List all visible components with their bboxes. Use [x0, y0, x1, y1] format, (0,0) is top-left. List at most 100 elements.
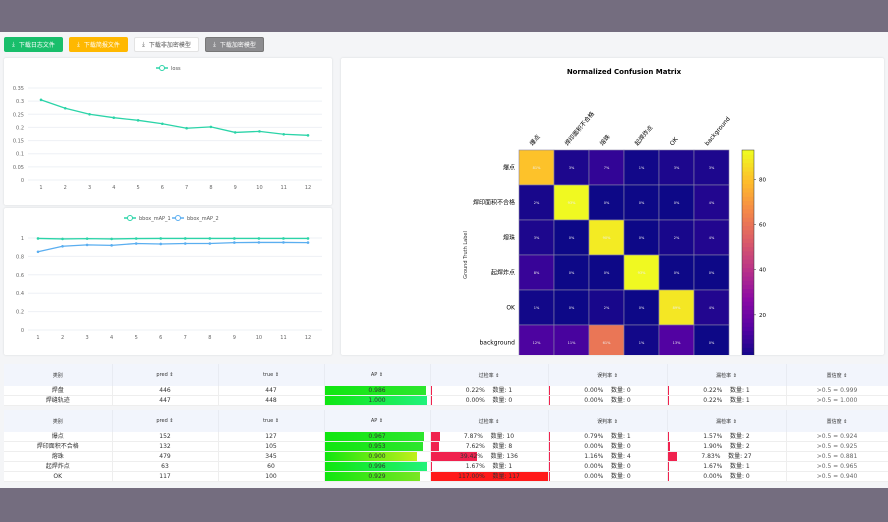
cell-value: 1% [639, 341, 645, 345]
data-point [183, 242, 187, 245]
download-icon: ⤓ [213, 40, 216, 48]
x-tick-label: 2 [61, 335, 64, 341]
column-header[interactable]: 过检率 ⇕ [430, 364, 549, 386]
table-row: 焊印面积不合格 132 105 0.953 7.62% 数量: 8 0.00% 数量: 0… [4, 441, 888, 453]
column-header[interactable]: AP ⇕ [324, 364, 431, 386]
y-tick-label: 0.6 [16, 273, 24, 279]
colorbar-segment [742, 288, 754, 294]
row-label: 熔珠 [503, 234, 515, 242]
sort-icon[interactable]: ⇕ [495, 372, 500, 379]
column-header[interactable]: true ⇕ [218, 410, 325, 432]
sort-icon[interactable]: ⇕ [169, 372, 174, 378]
data-point [209, 125, 213, 129]
column-header[interactable]: 置信度 ⇕ [786, 410, 888, 432]
series-line-loss [40, 99, 309, 136]
sort-icon[interactable]: ⇕ [495, 418, 500, 425]
sort-icon[interactable]: ⇕ [732, 418, 737, 425]
row-label: background [480, 340, 516, 347]
column-header[interactable]: pred ⇕ [112, 364, 219, 386]
sort-icon[interactable]: ⇕ [169, 418, 174, 424]
cell-value: 3% [674, 166, 680, 170]
column-header[interactable]: AP ⇕ [324, 410, 431, 432]
y-tick-label: 0.25 [13, 112, 24, 118]
column-header[interactable]: 漏检率 ⇕ [667, 364, 787, 386]
cell-value: 13% [673, 341, 681, 345]
misjudge-rate-cell: 0.79% 数量: 1 [548, 432, 668, 443]
column-header[interactable]: 置信度 ⇕ [786, 364, 888, 386]
download-unencrypted-model-button[interactable]: ⤓ 下载非加密模型 [134, 37, 199, 52]
sort-icon[interactable]: ⇕ [274, 372, 280, 378]
sort-icon[interactable]: ⇕ [613, 372, 618, 379]
download-report-button[interactable]: ⤓ 下载简报文件 [69, 37, 128, 52]
data-point [161, 122, 164, 126]
data-point [110, 244, 113, 247]
over-rate-cell: 7.62% 数量: 8 [430, 441, 549, 453]
colorbar-segment [742, 263, 754, 269]
x-tick-label: 1 [36, 335, 39, 341]
colorbar-segment [742, 192, 754, 197]
legend-label: loss [171, 66, 181, 72]
colorbar-segment [742, 213, 754, 218]
column-header[interactable]: 误判率 ⇕ [548, 364, 668, 386]
column-header[interactable]: true ⇕ [218, 364, 325, 386]
sort-icon[interactable]: ⇕ [843, 372, 848, 379]
column-header[interactable]: 误判率 ⇕ [548, 410, 668, 432]
matrix-cell [623, 219, 660, 256]
confusion-matrix-panel: Normalized Confusion Matrix 81% 3% 7% 1% 3% 3%… [341, 58, 884, 372]
column-header[interactable]: 类别 [4, 410, 113, 432]
sort-icon[interactable]: ⇕ [613, 418, 618, 425]
column-header[interactable]: 漏检率 ⇕ [667, 410, 787, 432]
sort-icon[interactable]: ⇕ [274, 418, 280, 424]
misjudge-rate-cell: 1.16% 数量: 4 [548, 451, 668, 463]
y-tick-label: 0.8 [16, 254, 24, 260]
row-label: 焊印面积不合格 [473, 199, 515, 207]
colorbar-segment [742, 330, 754, 336]
download-encrypted-model-button[interactable]: ⤓ 下载加密模型 [205, 37, 264, 52]
sort-icon[interactable]: ⇕ [732, 372, 737, 379]
matrix-cell [588, 219, 625, 256]
matrix-cell [518, 184, 555, 221]
matrix-cell [553, 324, 590, 361]
data-point [306, 134, 310, 137]
sort-icon[interactable]: ⇕ [843, 418, 848, 425]
misjudge-rate-cell: 0.00% 数量: 0 [548, 395, 668, 407]
colorbar-segment [742, 322, 754, 327]
loss-chart-panel: 0 0.05 0.1 0.15 0.2 0.25 0.3 0.35 1 2 3 4 5 6 7 8 9 10 11 1… [4, 58, 332, 205]
column-header[interactable]: pred ⇕ [112, 410, 219, 432]
data-point [61, 237, 64, 241]
y-axis-label: Ground Truth Label [463, 231, 469, 279]
cell-value: 0% [639, 236, 645, 240]
column-header[interactable]: 过检率 ⇕ [430, 410, 549, 432]
sort-icon[interactable]: ⇕ [378, 372, 384, 378]
column-label: 熔珠 [598, 133, 612, 147]
confusion-matrix: Normalized Confusion Matrix 81% 3% 7% 1% 3% 3%… [463, 68, 766, 372]
miss-rate-cell: 0.22% 数量: 1 [667, 395, 787, 407]
colorbar-segment [742, 196, 754, 201]
miss-rate-cell: 0.00% 数量: 0 [667, 471, 787, 483]
x-tick-label: 10 [256, 185, 262, 191]
y-tick-label: 0 [21, 328, 24, 334]
table-row: 焊缝轨迹 447 448 1.000 0.00% 数量: 0 0.00% 数量: 0 0.2… [4, 395, 888, 407]
data-point [63, 106, 67, 110]
colorbar-segment [742, 204, 754, 210]
sort-icon[interactable]: ⇕ [378, 418, 384, 424]
download-log-button[interactable]: ⤓ 下载日志文件 [4, 37, 63, 52]
cell-value: 61% [603, 341, 611, 345]
cell-value: 90% [603, 236, 611, 240]
legend-marker [127, 215, 133, 221]
over-rate-cell: 1.67% 数量: 1 [430, 461, 549, 473]
table-header: 类别 pred ⇕ true ⇕ AP ⇕ 过检率 ⇕ 误判率 ⇕ 漏检率 ⇕ 置信度 ⇕ [4, 410, 888, 432]
y-tick-label: 1 [21, 236, 24, 242]
matrix-cell [623, 254, 660, 291]
cell-value: 2% [604, 306, 610, 310]
column-header[interactable]: 类别 [4, 364, 113, 386]
colorbar-segment [742, 187, 754, 193]
misjudge-rate-cell: 0.00% 数量: 0 [548, 441, 668, 453]
colorbar-segment [742, 301, 754, 306]
colorbar-segment [742, 242, 754, 248]
table-row: 爆点 152 127 0.967 7.87% 数量: 10 0.79% 数量: 1 1.57… [4, 432, 888, 443]
over-rate-cell: 0.00% 数量: 0 [430, 395, 549, 407]
matrix-cell [623, 324, 660, 361]
data-point [159, 242, 163, 246]
over-rate-cell: 0.22% 数量: 1 [430, 386, 549, 397]
